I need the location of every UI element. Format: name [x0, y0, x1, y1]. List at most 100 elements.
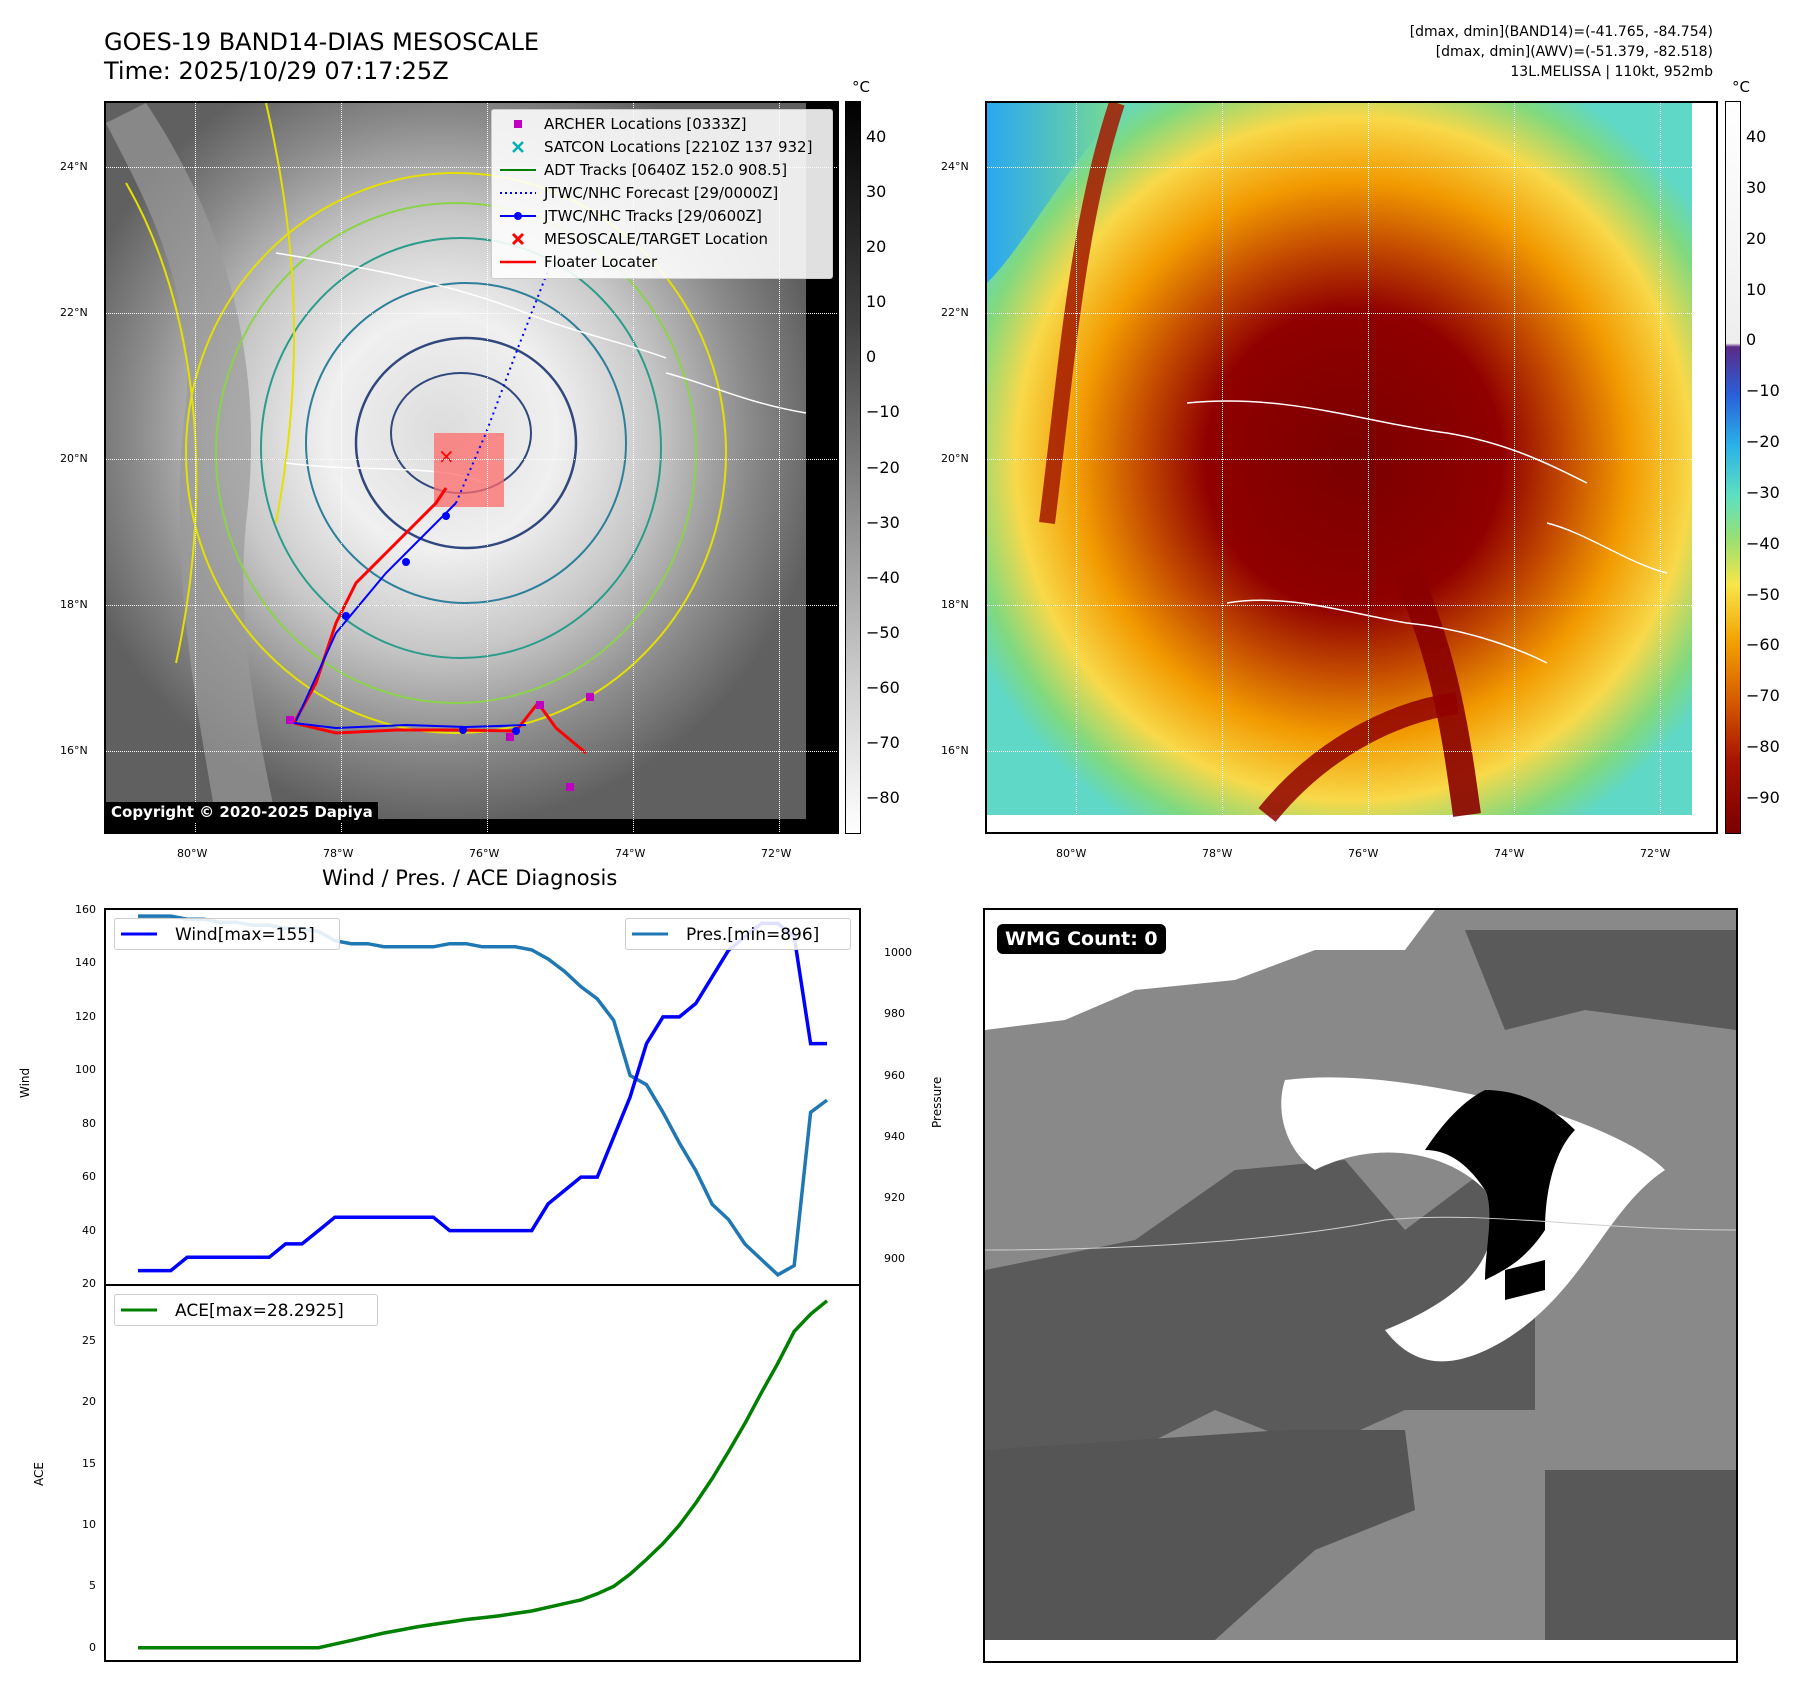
colorbar-tick-label: 40 — [1746, 127, 1767, 146]
grid-lat-16 — [987, 751, 1716, 752]
colorbar-right-unit: °C — [1732, 78, 1750, 96]
lat-label: 16°N — [60, 744, 88, 757]
y-tick-label: 140 — [75, 956, 96, 970]
wmg-panel: WMG Count: 0 — [983, 908, 1738, 1663]
wmg-count-badge: WMG Count: 0 — [997, 924, 1166, 954]
colorbar-tick-label: 20 — [866, 237, 887, 257]
colorbar-tick-label: −30 — [866, 512, 900, 532]
grid-lon-72 — [1660, 103, 1661, 832]
lat-label: 20°N — [60, 452, 88, 465]
lat-label: 24°N — [941, 160, 969, 173]
colorbar-tick-label: 0 — [866, 347, 877, 367]
map-legend: ARCHER Locations [0333Z] SATCON Location… — [491, 109, 833, 279]
ace-axis-label: ACE — [32, 1462, 46, 1486]
y-tick-label: 100 — [75, 1063, 96, 1077]
lon-label: 72°W — [1640, 847, 1671, 860]
target-x-icon — [511, 232, 525, 246]
archer-square-icon — [514, 120, 522, 128]
pressure-line-icon — [632, 932, 668, 936]
colorbar-right — [1725, 101, 1741, 834]
colorbar-tick-label: 40 — [866, 127, 887, 146]
satcon-x-icon — [512, 141, 524, 153]
y-tick-label: 120 — [75, 1009, 96, 1023]
colorbar-tick-label: −60 — [866, 677, 900, 697]
colorbar-tick-label: −30 — [1746, 482, 1780, 502]
floater-line-icon — [500, 260, 536, 264]
colorbar-tick-label: −90 — [1746, 788, 1780, 807]
y-tick-label: 5 — [89, 1579, 96, 1593]
awv-map-image — [987, 103, 1692, 822]
ace-panel: ACE[max=28.2925] — [104, 1284, 861, 1662]
grid-lat-24 — [106, 167, 837, 168]
colorbar-tick-label: −70 — [1746, 686, 1780, 706]
colorbar-tick-label: −80 — [1746, 737, 1780, 757]
grid-lon-80 — [195, 103, 196, 832]
lon-label: 78°W — [323, 847, 354, 860]
lat-label: 18°N — [60, 598, 88, 611]
y-tick-label: 980 — [884, 1007, 905, 1021]
storm-info: 13L.MELISSA | 110kt, 952mb — [1510, 64, 1713, 80]
wind-pressure-panel: Wind[max=155] Pres.[min=896] — [104, 908, 861, 1286]
colorbar-tick-label: 10 — [866, 292, 887, 312]
wind-line — [138, 921, 827, 1273]
y-tick-label: 920 — [884, 1191, 905, 1205]
lon-label: 74°W — [615, 847, 646, 860]
colorbar-tick-label: −10 — [866, 402, 900, 422]
lon-label: 76°W — [469, 847, 500, 860]
y-tick-label: 80 — [82, 1116, 96, 1130]
pressure-axis-label: Pressure — [930, 1076, 944, 1128]
lat-label: 20°N — [941, 452, 969, 465]
colorbar-tick-label: −10 — [1746, 381, 1780, 401]
lon-label: 74°W — [1494, 847, 1525, 860]
ace-line-icon — [121, 1308, 157, 1312]
lon-label: 80°W — [1056, 847, 1087, 860]
y-tick-label: 15 — [82, 1456, 96, 1470]
y-tick-label: 20 — [82, 1395, 96, 1409]
lon-label: 76°W — [1348, 847, 1379, 860]
colorbar-tick-label: −50 — [1746, 584, 1780, 604]
colorbar-tick-label: 30 — [1746, 177, 1767, 197]
y-tick-label: 160 — [75, 903, 96, 916]
grid-lat-24 — [987, 167, 1716, 168]
adt-line-icon — [500, 169, 536, 171]
colorbar-tick-label: −20 — [1746, 432, 1780, 452]
grid-lon-74 — [1514, 103, 1515, 832]
grid-lat-20 — [106, 459, 837, 460]
forecast-dotted-icon — [500, 192, 536, 194]
grid-lon-76 — [487, 103, 488, 832]
wind-axis-label: Wind — [18, 1067, 32, 1098]
pressure-line — [138, 914, 829, 1277]
grid-lon-80 — [1076, 103, 1077, 832]
colorbar-tick-label: −40 — [1746, 533, 1780, 553]
lat-label: 22°N — [941, 306, 969, 319]
colorbar-tick-label: −70 — [866, 732, 900, 752]
y-tick-label: 940 — [884, 1129, 905, 1143]
wind-pressure-chart — [138, 914, 829, 1277]
wind-legend: Wind[max=155] — [114, 918, 340, 950]
chart-title: GOES-19 BAND14-DIAS MESOSCALE — [104, 28, 540, 56]
lat-label: 24°N — [60, 160, 88, 173]
colorbar-tick-label: −80 — [866, 788, 900, 807]
grid-lat-16 — [106, 751, 837, 752]
stats-awv: [dmax, dmin](AWV)=(-51.379, -82.518) — [1435, 44, 1713, 60]
colorbar-tick-label: −40 — [866, 567, 900, 587]
tracks-linedot-icon — [500, 212, 536, 220]
y-tick-label: 25 — [82, 1334, 96, 1348]
colorbar-left — [845, 101, 861, 834]
ace-line — [138, 1299, 829, 1650]
ace-legend: ACE[max=28.2925] — [114, 1294, 378, 1326]
grid-lat-22 — [987, 313, 1716, 314]
stats-band14: [dmax, dmin](BAND14)=(-41.765, -84.754) — [1409, 24, 1713, 40]
colorbar-tick-label: −60 — [1746, 635, 1780, 655]
colorbar-tick-label: 0 — [1746, 330, 1757, 350]
lon-label: 72°W — [761, 847, 792, 860]
ace-chart — [138, 1299, 829, 1650]
wind-line-icon — [121, 932, 157, 936]
y-tick-label: 40 — [82, 1223, 96, 1237]
copyright-badge: Copyright © 2020-2025 Dapiya — [106, 802, 378, 822]
grid-lat-22 — [106, 313, 837, 314]
grid-lon-72 — [779, 103, 780, 832]
grid-lon-74 — [633, 103, 634, 832]
colorbar-tick-label: −20 — [866, 457, 900, 477]
grid-lat-18 — [106, 605, 837, 606]
